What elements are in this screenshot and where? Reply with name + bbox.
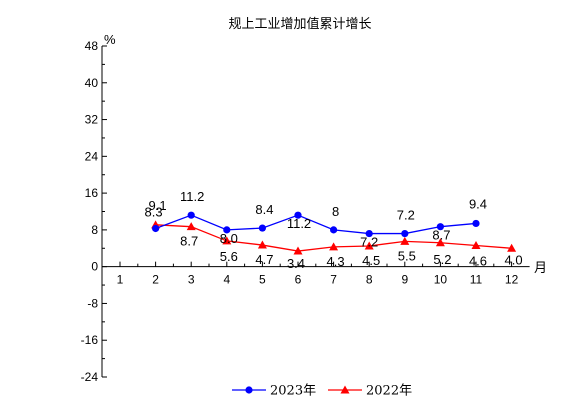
data-point	[364, 241, 374, 250]
data-point	[330, 226, 338, 234]
data-label: 8.7	[180, 234, 198, 249]
data-point	[258, 224, 266, 232]
data-point	[436, 223, 444, 231]
data-point	[294, 211, 302, 219]
y-axis-unit: %	[104, 32, 116, 47]
data-label: 8.0	[220, 231, 238, 246]
y-tick-label: 40	[85, 76, 99, 90]
series-2023年: 8.3 11.2 8.0 8.4 11.2 8 7.2 7.2 8.7 9.4	[145, 189, 487, 249]
data-label: 9.1	[149, 198, 167, 213]
data-point	[435, 238, 445, 247]
data-point	[329, 242, 339, 251]
x-tick-label: 1	[117, 273, 124, 287]
data-point	[186, 222, 196, 231]
data-label: 5.5	[398, 248, 416, 263]
data-point	[222, 236, 232, 245]
x-tick-label: 11	[470, 273, 483, 287]
y-tick-label: -8	[87, 296, 98, 310]
y-tick-label: 16	[85, 186, 99, 200]
data-label: 11.2	[287, 216, 311, 231]
legend: 2023年 2022年	[232, 384, 412, 399]
data-label: 3.4	[287, 256, 305, 271]
data-point	[187, 211, 195, 219]
data-point	[472, 219, 480, 228]
legend-label: 2023年	[270, 384, 316, 399]
data-label: 4.7	[255, 252, 273, 267]
data-label: 11.2	[180, 189, 204, 204]
x-tick-label: 7	[330, 273, 337, 287]
data-label: 5.2	[433, 252, 451, 267]
x-tick-label: 2	[152, 273, 159, 287]
x-tick-label: 3	[188, 273, 195, 287]
data-label: 7.2	[397, 208, 415, 223]
chart-title: 规上工业增加值累计增长	[228, 16, 371, 32]
data-label: 9.4	[469, 196, 487, 211]
data-label: 4.0	[505, 252, 523, 267]
y-tick-label: 8	[91, 223, 98, 237]
x-axis-unit: 月	[534, 260, 547, 275]
data-point	[223, 226, 231, 234]
data-point	[507, 243, 517, 252]
data-label: 8.4	[255, 202, 273, 217]
data-point	[400, 236, 410, 245]
y-tick-label: -24	[81, 370, 99, 384]
data-label: 8.7	[432, 228, 450, 243]
data-point	[257, 240, 267, 249]
legend-marker	[340, 385, 350, 394]
legend-item-2022年: 2022年	[328, 384, 412, 399]
x-tick-label: 8	[366, 273, 373, 287]
legend-item-2023年: 2023年	[232, 384, 316, 399]
data-label: 8	[332, 204, 339, 219]
y-tick-label: 32	[85, 113, 99, 127]
x-tick-label: 4	[223, 273, 230, 287]
y-tick-label: -16	[81, 333, 99, 347]
data-label: 8.3	[145, 205, 163, 220]
data-point	[401, 229, 409, 238]
data-point	[471, 241, 481, 250]
x-tick-label: 12	[505, 273, 519, 287]
x-tick-label: 6	[295, 273, 302, 287]
data-label: 4.3	[327, 254, 345, 269]
legend-label: 2022年	[366, 384, 412, 399]
y-tick-label: 0	[91, 260, 98, 274]
y-tick-label: 48	[85, 39, 99, 53]
x-tick-label: 9	[401, 273, 408, 287]
data-point	[365, 229, 373, 238]
data-label: 4.6	[469, 254, 487, 269]
series-layer: 9.1 8.7 5.6 4.7 3.4 4.3 4.5 5.5 5.2 4.6 4.0 8.3 11.2…	[145, 189, 523, 271]
data-point	[152, 224, 160, 233]
data-label: 4.5	[362, 253, 380, 268]
x-tick-label: 10	[434, 273, 448, 287]
legend-marker	[245, 386, 253, 394]
data-label: 5.6	[220, 249, 238, 264]
y-tick-label: 24	[85, 149, 99, 163]
data-point	[293, 246, 303, 255]
series-line	[155, 214, 477, 235]
data-label: 7.2	[360, 235, 378, 250]
series-2022年: 9.1 8.7 5.6 4.7 3.4 4.3 4.5 5.5 5.2 4.6 4.0	[149, 198, 523, 271]
x-tick-label: 5	[259, 273, 266, 287]
